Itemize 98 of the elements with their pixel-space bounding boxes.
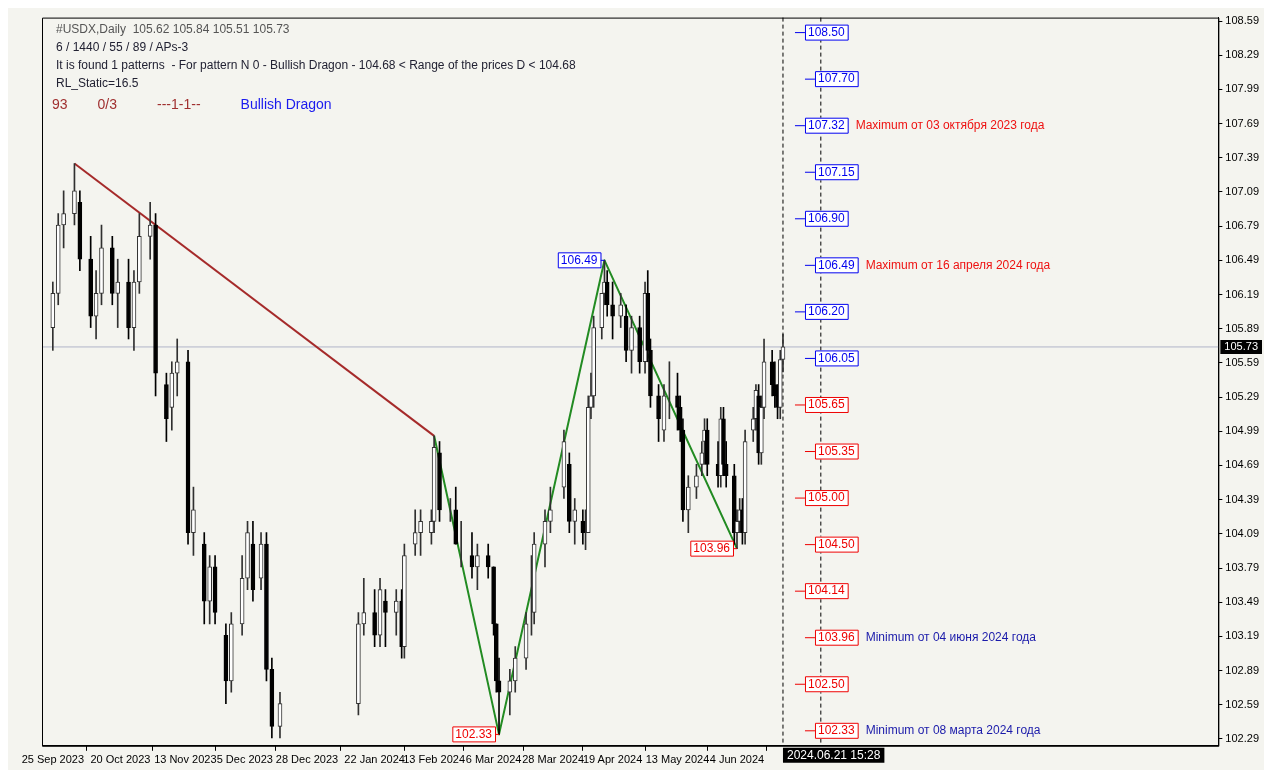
y-tick-label: 104.39 — [1225, 492, 1260, 505]
candlestick — [191, 486, 196, 556]
y-tick-label: 106.79 — [1225, 219, 1260, 232]
candlestick — [264, 532, 269, 682]
candlestick — [694, 463, 699, 499]
y-tick-label: 106.49 — [1225, 253, 1260, 266]
candlestick — [418, 509, 423, 556]
y-tick-label: 107.39 — [1225, 150, 1260, 163]
x-tick-label: 13 May 2024 — [645, 753, 710, 766]
ref-line-label: 105.73 — [1224, 339, 1259, 352]
candlestick — [548, 486, 553, 534]
annotation: 106.49 — [817, 257, 855, 272]
candlestick — [356, 612, 361, 716]
y-tick-label: 103.19 — [1225, 629, 1260, 642]
candlestick — [475, 543, 480, 591]
annotation: Bullish Dragon — [240, 96, 332, 113]
candlestick — [153, 213, 158, 397]
y-tick-label: 104.69 — [1225, 458, 1260, 471]
y-tick-label: 102.59 — [1225, 697, 1260, 710]
candlestick — [126, 258, 131, 340]
annotation: 105.00 — [807, 490, 845, 505]
candlestick — [437, 441, 442, 522]
annotation: 102.50 — [807, 676, 845, 691]
annotation: 103.96 — [817, 630, 855, 645]
x-tick-label: 25 Sep 2023 — [21, 753, 85, 766]
candlestick — [99, 224, 104, 306]
candlestick — [383, 589, 388, 647]
y-tick-label: 107.09 — [1225, 184, 1260, 197]
y-tick-label: 104.99 — [1225, 424, 1260, 437]
y-tick-label: 103.79 — [1225, 561, 1260, 574]
y-tick-label: 102.29 — [1225, 731, 1260, 744]
annotation: 104.50 — [817, 536, 855, 551]
annotation: 93 — [52, 96, 68, 113]
y-tick-label: 108.29 — [1225, 48, 1260, 61]
candlestick — [685, 475, 691, 534]
annotation: 105.35 — [817, 443, 855, 458]
annotation: 106.20 — [807, 304, 845, 319]
x-tick-label: 20 Oct 2023 — [90, 753, 151, 766]
candlestick — [164, 372, 169, 442]
annotation: 105.65 — [807, 397, 845, 412]
x-tick-label: 28 Dec 2023 — [275, 753, 339, 766]
y-tick-label: 105.89 — [1225, 321, 1260, 334]
candlestick — [207, 555, 212, 625]
annotation: 0/3 — [97, 96, 118, 113]
annotation: 106.90 — [807, 211, 845, 226]
annotation: ---1-1-- — [157, 96, 201, 113]
y-tick-label: 102.89 — [1225, 663, 1260, 676]
annotation: 102.33 — [817, 723, 855, 738]
chart-title: #USDX,Daily 105.62 105.84 105.51 105.73 — [56, 21, 290, 36]
candlestick — [656, 384, 661, 442]
candlestick — [567, 452, 572, 534]
annotation: 107.32 — [807, 118, 845, 133]
candlestick — [147, 201, 153, 260]
candlestick — [361, 577, 367, 636]
annotation: 107.70 — [817, 71, 855, 86]
annotation: 102.33 — [455, 726, 493, 741]
x-tick-label: 28 Mar 2024 — [522, 753, 584, 766]
y-tick-label: 107.99 — [1225, 82, 1260, 95]
annotation: 6 / 1440 / 55 / 89 / APs-3 — [56, 39, 189, 54]
y-tick-label: 108.59 — [1225, 14, 1260, 27]
annotation: 103.96 — [693, 540, 731, 555]
candlestick — [372, 589, 377, 647]
candlestick — [629, 315, 634, 374]
x-tick-label: 4 Jun 2024 — [709, 753, 765, 766]
x-tick-label: 13 Nov 2023 — [154, 753, 217, 766]
y-tick-label: 103.49 — [1225, 595, 1260, 608]
annotation: 107.15 — [817, 164, 855, 179]
annotation: 106.05 — [817, 350, 855, 365]
annotation: Minimum от 04 июня 2024 года — [865, 630, 1037, 645]
annotation: Maximum от 16 апреля 2024 года — [865, 257, 1051, 272]
x-tick-label: 6 Mar 2024 — [465, 753, 522, 766]
candlestick — [115, 258, 121, 328]
candlestick — [245, 520, 250, 591]
y-tick-label: 107.69 — [1225, 116, 1260, 129]
candlestick — [61, 190, 66, 249]
candlestick — [174, 338, 180, 397]
candlestick — [137, 213, 142, 294]
y-tick-label: 104.09 — [1225, 526, 1260, 539]
annotation: Maximum от 03 октября 2023 года — [855, 118, 1045, 133]
candlestick — [88, 236, 94, 328]
annotation: 108.50 — [807, 24, 845, 39]
y-tick-label: 106.19 — [1225, 287, 1260, 300]
candlestick — [610, 281, 615, 340]
annotation: 104.14 — [807, 583, 845, 598]
candlestick — [109, 236, 115, 306]
y-tick-label: 105.29 — [1225, 390, 1260, 403]
candlestick — [72, 163, 77, 226]
y-tick-label: 105.59 — [1225, 355, 1260, 368]
x-tick-label: 13 Feb 2024 — [403, 753, 466, 766]
candlestick — [393, 589, 399, 636]
annotation: RL_Static=16.5 — [56, 75, 139, 90]
candlestick — [637, 315, 642, 374]
annotation: It is found 1 patterns - For pattern N 0 - Bullish Dragon - 104.68 < Range of the prices D < 104.68 — [56, 57, 576, 72]
x-tick-label: 5 Dec 2023 — [216, 753, 273, 766]
annotation: Minimum от 08 марта 2024 года — [865, 723, 1041, 738]
annotation: 106.49 — [560, 252, 598, 267]
x-tick-label: 22 Jan 2024 — [344, 753, 405, 766]
text: 2024.06.21 15:28 — [786, 748, 881, 763]
